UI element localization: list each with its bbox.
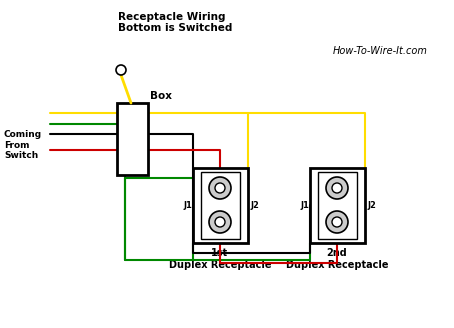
Text: Receptacle Wiring: Receptacle Wiring [118,12,226,22]
Circle shape [326,177,348,199]
Text: J2: J2 [367,200,376,210]
Text: 1st
Duplex Receptacle: 1st Duplex Receptacle [169,248,271,270]
Circle shape [332,183,342,193]
Bar [117,103,148,175]
Circle shape [209,211,231,233]
Text: Bottom is Switched: Bottom is Switched [118,23,232,33]
Text: Box: Box [150,91,172,101]
Bar [318,172,357,239]
Bar [201,172,240,239]
Text: 2nd
Duplex Receptacle: 2nd Duplex Receptacle [286,248,388,270]
Bar [310,168,365,243]
Text: J1: J1 [300,200,309,210]
Bar [193,168,248,243]
Text: J2: J2 [250,200,259,210]
Circle shape [326,211,348,233]
Circle shape [215,183,225,193]
Circle shape [215,217,225,227]
Circle shape [209,177,231,199]
Text: How-To-Wire-It.com: How-To-Wire-It.com [333,46,427,56]
Text: Coming
From
Switch: Coming From Switch [4,130,42,160]
Circle shape [116,65,126,75]
Circle shape [332,217,342,227]
Text: J1: J1 [183,200,192,210]
